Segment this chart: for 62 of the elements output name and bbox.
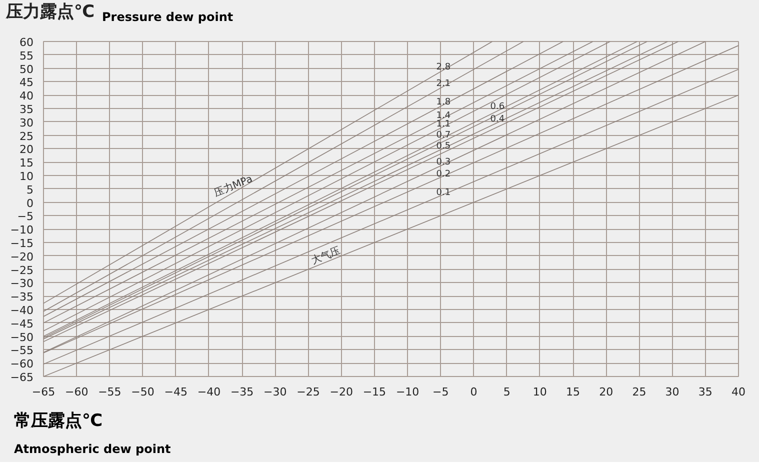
y-tick-label: −30: [10, 277, 34, 290]
y-tick-label: 60: [20, 36, 34, 49]
y-tick-label: 35: [20, 103, 34, 116]
series-label: 1.4: [436, 110, 451, 121]
x-tick-label: 15: [566, 386, 580, 398]
x-tick-label: −15: [362, 386, 386, 398]
x-tick-label: −25: [296, 386, 320, 398]
series-label: 0.3: [436, 158, 451, 168]
y-tick-label: 5: [26, 183, 34, 196]
y-tick-label: 45: [20, 76, 34, 90]
y-tick-label: 55: [20, 49, 34, 62]
series-label: 1.8: [436, 98, 451, 108]
series-label: 0.4: [490, 114, 505, 124]
annotation: 压力MPa: [212, 172, 254, 200]
y-tick-label: −60: [10, 358, 34, 371]
y-tick-label: 50: [20, 62, 34, 76]
x-tick-label: 25: [632, 386, 646, 398]
y-tick-label: −65: [10, 371, 34, 384]
annotation: 大气压: [310, 244, 342, 267]
chart-subtitle: Pressure dew point: [102, 9, 234, 26]
series-label: 1.1: [436, 119, 451, 130]
x-tick-label: 0: [470, 386, 478, 398]
y-tick-label: −50: [10, 330, 34, 344]
x-tick-label: 35: [698, 386, 712, 398]
series-label: 2.1: [436, 78, 451, 89]
x-tick-label: −35: [230, 386, 254, 398]
y-tick-label: 40: [20, 90, 34, 103]
x-tick-label: −40: [197, 386, 221, 398]
x-tick-label: −55: [98, 386, 122, 398]
y-tick-label: −15: [10, 237, 34, 250]
y-tick-label: −45: [10, 317, 34, 330]
x-tick-label: −45: [164, 386, 188, 398]
y-tick-label: −10: [10, 224, 34, 237]
x-tick-label: −5: [432, 386, 449, 398]
y-tick-label: −5: [17, 210, 34, 224]
y-tick-label: −55: [10, 344, 34, 358]
x-tick-label: −60: [64, 386, 88, 398]
y-tick-label: −35: [10, 290, 34, 304]
series-label: 2.8: [436, 62, 451, 72]
chart-title: 压力露点℃: [6, 1, 95, 24]
y-tick-label: 10: [20, 170, 34, 183]
y-tick-label: 30: [20, 116, 34, 130]
x-tick-label: 10: [532, 386, 547, 398]
y-tick-label: 0: [26, 196, 34, 210]
x-tick-label: −20: [330, 386, 353, 398]
y-tick-label: −25: [10, 264, 34, 277]
x-tick-label: 5: [503, 386, 510, 398]
y-tick-label: −20: [10, 250, 34, 264]
x-axis-title: 常压露点℃ Atmospheric dew point: [14, 410, 171, 458]
x-tick-label: 40: [732, 386, 746, 398]
y-tick-label: 20: [20, 143, 34, 156]
series-label: 0.6: [490, 102, 505, 112]
series-label: 0.2: [436, 169, 451, 180]
x-tick-label: 20: [599, 386, 614, 398]
series-label: 0.7: [436, 130, 451, 141]
y-tick-label: −40: [10, 304, 34, 317]
x-tick-label: −50: [131, 386, 154, 398]
x-tick-label: −10: [396, 386, 420, 398]
x-tick-label: −30: [264, 386, 287, 398]
x-tick-label: 30: [665, 386, 680, 398]
y-tick-label: 15: [20, 156, 34, 170]
y-tick-label: 25: [20, 130, 34, 143]
